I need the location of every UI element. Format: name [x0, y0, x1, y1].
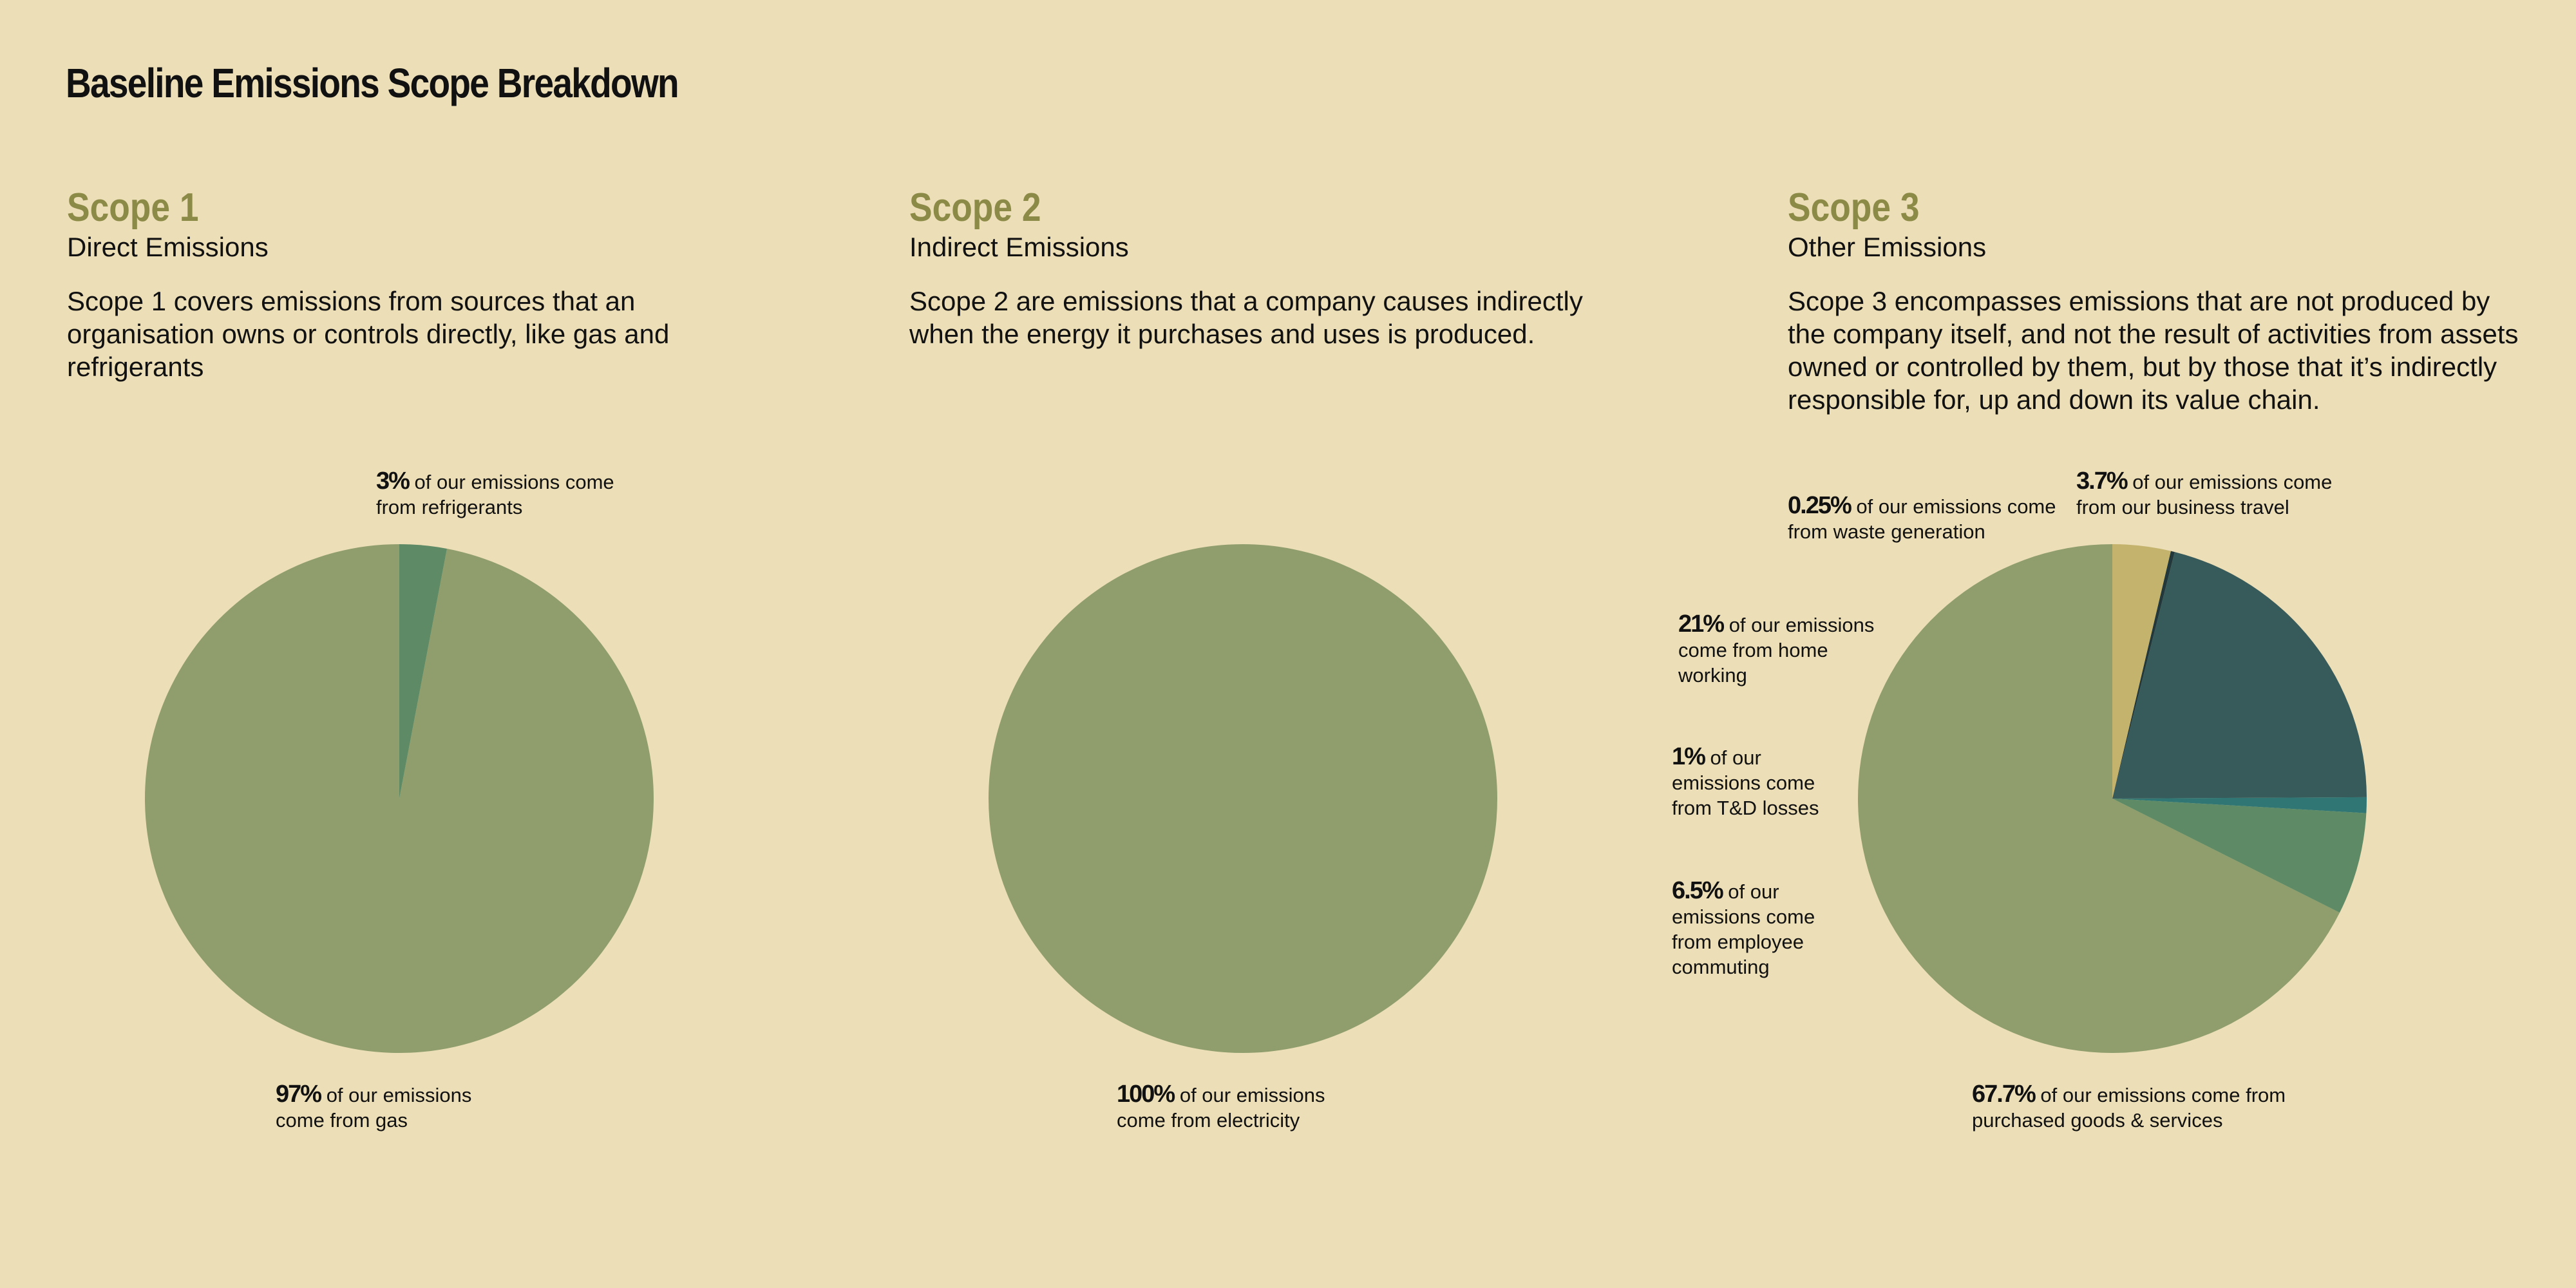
scope-1-subtitle: Direct Emissions — [67, 232, 269, 262]
callout-purchased-goods: 67.7% of our emissions come from purchas… — [1972, 1082, 2333, 1133]
callout-text: of our emissions come from waste generat… — [1788, 495, 2056, 543]
callout-pct: 67.7% — [1972, 1081, 2036, 1108]
callout-text: of our emissions come from employee comm… — [1672, 880, 1815, 978]
scope-2-pie-chart — [989, 544, 1497, 1053]
pie-slice-1 — [399, 544, 448, 799]
scope-1-pie-chart — [144, 544, 654, 1053]
callout-pct: 3% — [376, 468, 410, 495]
pie-slice-5 — [2112, 544, 2171, 799]
scope-2-heading: Scope 2 — [909, 185, 1041, 230]
callout-refrigerants: 3% of our emissions come from refrigeran… — [376, 469, 647, 520]
callout-pct: 1% — [1672, 743, 1706, 770]
scope-1-heading: Scope 1 — [67, 185, 199, 230]
scope-2-subtitle: Indirect Emissions — [909, 232, 1129, 262]
callout-waste-generation: 0.25% of our emissions come from waste g… — [1788, 493, 2058, 544]
pie-slice-2 — [2112, 797, 2367, 813]
callout-text: of our emissions come from electricity — [1117, 1084, 1325, 1132]
callout-pct: 21% — [1678, 611, 1725, 638]
callout-text: of our emissions come from our business … — [2076, 471, 2333, 518]
callout-electricity: 100% of our emissions come from electric… — [1117, 1082, 1361, 1133]
callout-td-losses: 1% of our emissions come from T&D losses — [1672, 744, 1839, 820]
scope-1-column: Scope 1 Direct Emissions Scope 1 covers … — [67, 185, 775, 383]
callout-text: of our emissions come from gas — [276, 1084, 472, 1132]
callout-business-travel: 3.7% of our emissions come from our busi… — [2076, 469, 2360, 520]
callout-home-working: 21% of our emissions come from home work… — [1678, 612, 1884, 688]
callout-employee-commuting: 6.5% of our emissions come from employee… — [1672, 878, 1839, 980]
pie-slice-0 — [989, 544, 1497, 1053]
callout-pct: 6.5% — [1672, 877, 1724, 904]
pie-slice-4 — [2112, 551, 2175, 799]
scope-2-description: Scope 2 are emissions that a company cau… — [909, 286, 1583, 349]
pie-slice-0 — [1858, 544, 2340, 1053]
scope-3-column: Scope 3 Other Emissions Scope 3 encompas… — [1788, 185, 2528, 416]
callout-pct: 100% — [1117, 1081, 1175, 1108]
scope-3-description: Scope 3 encompasses emissions that are n… — [1788, 286, 2519, 415]
callout-text: of our emissions come from refrigerants — [376, 471, 614, 518]
callout-gas: 97% of our emissions come from gas — [276, 1082, 507, 1133]
callout-pct: 97% — [276, 1081, 322, 1108]
callout-pct: 3.7% — [2076, 468, 2128, 495]
scope-3-subtitle: Other Emissions — [1788, 232, 1987, 262]
callout-text: of our emissions come from T&D losses — [1672, 746, 1819, 819]
page-title: Baseline Emissions Scope Breakdown — [66, 60, 679, 106]
scope-3-heading: Scope 3 — [1788, 185, 1920, 230]
scope-3-pie-chart — [1858, 544, 2367, 1053]
pie-slice-3 — [2112, 552, 2367, 799]
callout-pct: 0.25% — [1788, 492, 1852, 519]
scope-1-description: Scope 1 covers emissions from sources th… — [67, 286, 670, 382]
callout-text: of our emissions come from home working — [1678, 614, 1875, 687]
callout-text: of our emissions come from purchased goo… — [1972, 1084, 2286, 1132]
scope-2-column: Scope 2 Indirect Emissions Scope 2 are e… — [909, 185, 1618, 350]
pie-slice-1 — [2112, 799, 2367, 913]
